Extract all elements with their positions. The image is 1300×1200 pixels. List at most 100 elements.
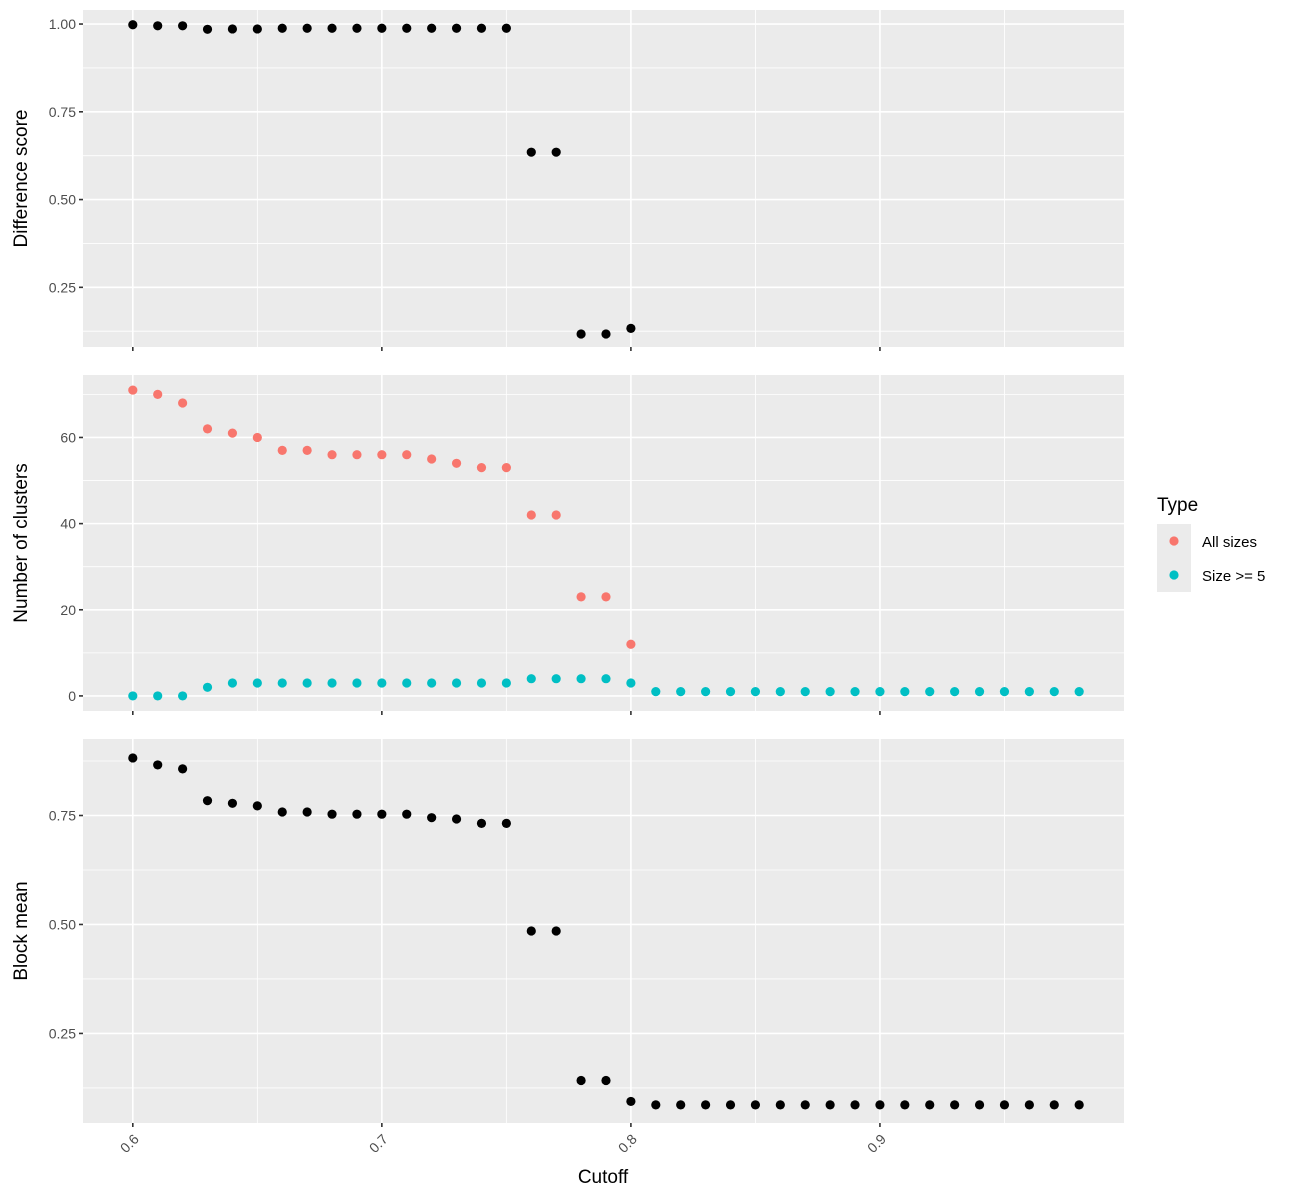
data-point	[153, 691, 163, 701]
data-point	[327, 678, 337, 688]
x-tick-label: 0.7	[366, 1131, 391, 1156]
panel-background	[83, 10, 1124, 347]
data-point	[202, 24, 213, 34]
panels: 0.25 0.50 0.75 1.00 Difference score 0 20 40 60 N…	[11, 10, 1124, 1156]
data-point	[227, 428, 238, 438]
data-point	[227, 24, 238, 34]
data-point	[277, 807, 287, 817]
data-point	[302, 678, 312, 688]
legend-title: Type	[1157, 495, 1198, 516]
data-point	[377, 809, 387, 819]
data-point	[352, 809, 362, 819]
data-point	[825, 687, 835, 697]
data-point	[327, 23, 337, 33]
data-point	[800, 687, 810, 697]
y-axis-title: Block mean	[11, 881, 32, 980]
data-point	[252, 678, 262, 688]
data-point	[128, 691, 138, 701]
data-point	[999, 687, 1010, 697]
data-point	[302, 23, 312, 33]
data-point	[178, 691, 188, 701]
data-point	[775, 1100, 785, 1110]
data-point	[476, 818, 487, 828]
series-all-sizes	[128, 385, 636, 649]
data-point	[427, 813, 437, 823]
data-point	[900, 687, 910, 697]
data-point	[651, 1100, 661, 1110]
y-tick-label: 0.75	[49, 807, 76, 823]
data-point	[974, 687, 985, 697]
data-point	[476, 23, 487, 33]
data-point	[701, 1100, 711, 1110]
data-point	[825, 1100, 835, 1110]
data-point	[950, 687, 960, 697]
data-point	[576, 592, 586, 602]
data-point	[277, 23, 287, 33]
y-tick-label: 0.25	[49, 1025, 76, 1041]
data-point	[427, 23, 437, 33]
y-tick-label: 40	[60, 516, 76, 532]
data-point	[526, 147, 536, 157]
data-point	[302, 445, 312, 455]
data-point	[875, 1100, 885, 1110]
data-point	[925, 1100, 935, 1110]
legend-key-size-5	[1169, 570, 1179, 580]
data-point	[252, 24, 262, 34]
data-point	[402, 809, 412, 819]
data-point	[501, 463, 511, 473]
data-point	[701, 687, 711, 697]
data-point	[850, 1100, 860, 1110]
data-point	[1049, 687, 1059, 697]
series-size-5	[128, 674, 1084, 701]
y-tick-label: 20	[60, 602, 76, 618]
data-point	[352, 23, 362, 33]
data-point	[725, 1100, 736, 1110]
panel-1: 0.25 0.50 0.75 1.00 Difference score	[11, 10, 1124, 351]
data-point	[252, 801, 262, 811]
panel-3: 0.25 0.50 0.75 0.6 0.7 0.8 0.9 Block mean	[11, 739, 1124, 1156]
data-point	[501, 818, 511, 828]
y-tick-label: 0	[68, 688, 76, 704]
y-tick-label: 0.50	[49, 916, 76, 932]
data-point	[526, 926, 536, 936]
data-point	[576, 674, 586, 684]
data-point	[750, 687, 761, 697]
y-axis-title: Difference score	[11, 110, 32, 248]
data-point	[202, 424, 213, 434]
data-point	[252, 432, 262, 443]
data-point	[153, 389, 163, 399]
data-point	[128, 753, 138, 763]
x-axis-title: Cutoff	[578, 1167, 629, 1188]
y-axis-title: Number of clusters	[11, 463, 32, 622]
y-tick-label: 1.00	[49, 16, 76, 32]
data-point	[676, 1100, 686, 1110]
data-point	[128, 20, 138, 30]
data-point	[950, 1100, 960, 1110]
data-point	[277, 445, 287, 455]
data-point	[327, 809, 337, 819]
x-tick-label: 0.9	[864, 1131, 889, 1156]
data-point	[775, 687, 785, 697]
data-point	[626, 639, 636, 649]
data-point	[850, 687, 860, 697]
panel-background	[83, 375, 1124, 711]
data-point	[626, 323, 636, 333]
data-point	[999, 1100, 1010, 1110]
data-point	[526, 674, 536, 684]
data-point	[153, 21, 163, 31]
legend-key-all-sizes	[1169, 536, 1179, 546]
data-point	[402, 23, 412, 33]
series-points	[128, 20, 636, 339]
x-tick-label: 0.6	[117, 1131, 142, 1156]
series-points	[128, 753, 1084, 1110]
data-point	[178, 398, 188, 408]
y-tick-label: 0.25	[49, 279, 76, 295]
legend-label-size-5: Size >= 5	[1202, 568, 1265, 585]
data-point	[601, 674, 611, 684]
data-point	[576, 329, 586, 339]
data-point	[1024, 1100, 1034, 1110]
y-tick-label: 0.75	[49, 104, 76, 120]
data-point	[551, 926, 561, 936]
data-point	[1049, 1100, 1059, 1110]
